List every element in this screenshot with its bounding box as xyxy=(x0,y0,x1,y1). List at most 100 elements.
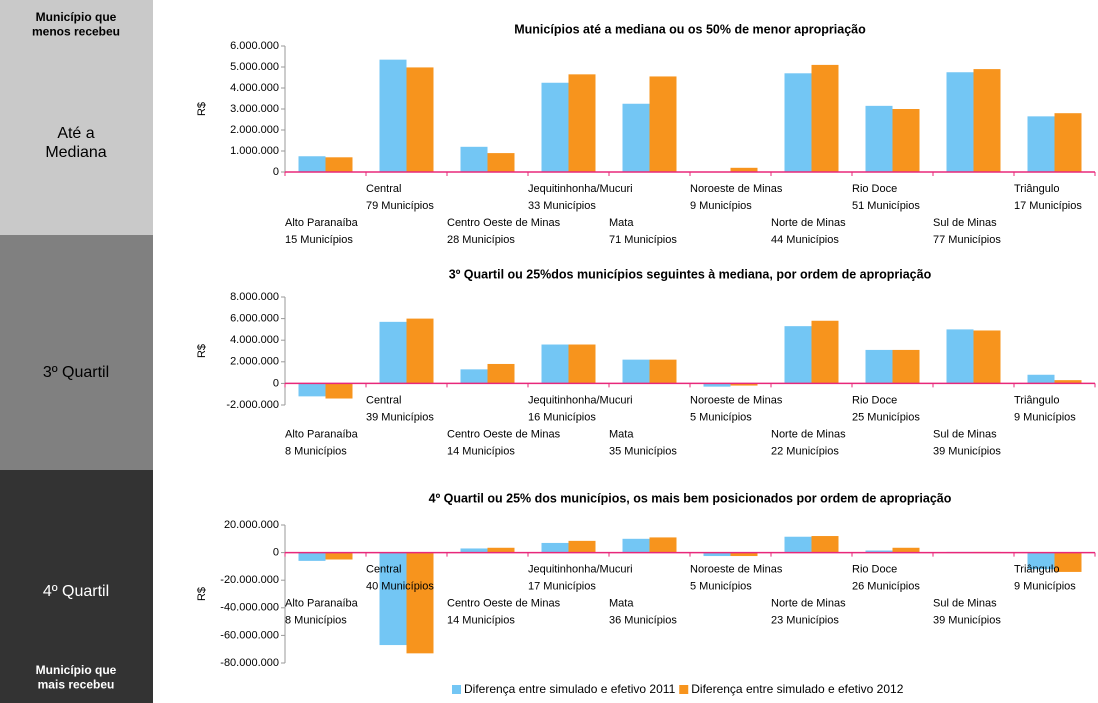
bar xyxy=(946,329,974,384)
bar xyxy=(973,330,1001,384)
bar xyxy=(1054,552,1082,572)
y-axis-label: R$ xyxy=(196,587,208,601)
bar xyxy=(298,383,326,397)
y-tick-label: -2.000.000 xyxy=(226,399,279,411)
category-count: 25 Municípios xyxy=(852,411,920,423)
bar xyxy=(487,153,515,172)
category-label: Norte de Minas xyxy=(771,598,846,610)
category-label: Triângulo xyxy=(1014,394,1059,406)
category-label: Sul de Minas xyxy=(933,598,997,610)
y-tick-label: 6.000.000 xyxy=(230,40,279,52)
bar xyxy=(973,69,1001,172)
bar xyxy=(1027,116,1055,172)
category-count: 9 Municípios xyxy=(1014,411,1076,423)
y-tick-label: 6.000.000 xyxy=(230,313,279,325)
category-label: Alto Paranaíba xyxy=(285,598,359,610)
bar xyxy=(325,552,353,560)
category-label: Alto Paranaíba xyxy=(285,217,359,229)
category-count: 22 Municípios xyxy=(771,445,839,457)
category-count: 8 Municípios xyxy=(285,445,347,457)
category-count: 28 Municípios xyxy=(447,234,515,246)
bar xyxy=(487,363,515,384)
category-count: 9 Municípios xyxy=(1014,581,1076,593)
bar xyxy=(892,349,920,384)
bar xyxy=(703,552,731,557)
category-count: 5 Municípios xyxy=(690,411,752,423)
category-label: Rio Doce xyxy=(852,394,897,406)
bar xyxy=(811,536,839,553)
bar xyxy=(541,344,569,384)
bar xyxy=(1054,380,1082,384)
chart-title: 4º Quartil ou 25% dos municípios, os mai… xyxy=(429,491,952,505)
legend-label: Diferença entre simulado e efetivo 2012 xyxy=(691,682,903,696)
bar xyxy=(649,359,677,384)
y-tick-label: -20.000.000 xyxy=(220,574,279,586)
y-tick-label: 1.000.000 xyxy=(230,145,279,157)
category-count: 33 Municípios xyxy=(528,200,596,212)
bar xyxy=(325,157,353,172)
bar xyxy=(1054,113,1082,172)
bar xyxy=(460,369,488,384)
legend-swatch xyxy=(452,685,461,694)
category-count: 14 Municípios xyxy=(447,615,515,627)
category-count: 8 Municípios xyxy=(285,615,347,627)
category-label: Norte de Minas xyxy=(771,217,846,229)
y-tick-label: 2.000.000 xyxy=(230,124,279,136)
category-count: 44 Municípios xyxy=(771,234,839,246)
bar xyxy=(622,538,650,553)
category-label: Central xyxy=(366,564,401,576)
category-label: Sul de Minas xyxy=(933,217,997,229)
y-tick-label: 5.000.000 xyxy=(230,61,279,73)
category-count: 23 Municípios xyxy=(771,615,839,627)
category-label: Centro Oeste de Minas xyxy=(447,217,561,229)
bar xyxy=(487,547,515,553)
category-label: Triângulo xyxy=(1014,183,1059,195)
chart-title: Municípios até a mediana ou os 50% de me… xyxy=(514,22,866,36)
sidebar-section xyxy=(0,235,153,470)
category-count: 17 Municípios xyxy=(1014,200,1082,212)
bar xyxy=(649,76,677,172)
sidebar-section xyxy=(0,470,153,703)
chart-title: 3º Quartil ou 25%dos municípios seguinte… xyxy=(449,267,932,281)
y-tick-label: 4.000.000 xyxy=(230,82,279,94)
category-label: Rio Doce xyxy=(852,564,897,576)
y-tick-label: -60.000.000 xyxy=(220,629,279,641)
bar xyxy=(622,103,650,172)
bar xyxy=(568,74,596,172)
bar xyxy=(703,383,731,387)
category-count: 39 Municípios xyxy=(933,445,1001,457)
category-label: Sul de Minas xyxy=(933,428,997,440)
category-count: 17 Municípios xyxy=(528,581,596,593)
category-count: 36 Municípios xyxy=(609,615,677,627)
y-tick-label: 0 xyxy=(273,377,279,389)
bar xyxy=(892,547,920,553)
y-tick-label: 2.000.000 xyxy=(230,356,279,368)
bar xyxy=(379,321,407,384)
sidebar-note: Município que menos recebeu xyxy=(32,10,120,38)
y-tick-label: -80.000.000 xyxy=(220,657,279,669)
category-count: 15 Municípios xyxy=(285,234,353,246)
category-count: 26 Municípios xyxy=(852,581,920,593)
bar xyxy=(865,349,893,384)
category-count: 77 Municípios xyxy=(933,234,1001,246)
bar xyxy=(406,552,434,654)
bar xyxy=(865,550,893,553)
bar xyxy=(406,318,434,384)
category-count: 5 Municípios xyxy=(690,581,752,593)
category-count: 51 Municípios xyxy=(852,200,920,212)
category-label: Jequitinhonha/Mucuri xyxy=(528,394,633,406)
category-count: 39 Municípios xyxy=(366,411,434,423)
category-label: Noroeste de Minas xyxy=(690,183,783,195)
bar xyxy=(946,72,974,172)
bar xyxy=(865,105,893,172)
y-tick-label: 4.000.000 xyxy=(230,334,279,346)
bar xyxy=(460,146,488,172)
y-tick-label: 0 xyxy=(273,166,279,178)
category-count: 39 Municípios xyxy=(933,615,1001,627)
bar xyxy=(784,536,812,553)
bar xyxy=(325,383,353,399)
category-count: 9 Municípios xyxy=(690,200,752,212)
category-label: Jequitinhonha/Mucuri xyxy=(528,564,633,576)
sidebar-section-label: Até a Mediana xyxy=(45,125,106,161)
category-label: Noroeste de Minas xyxy=(690,564,783,576)
